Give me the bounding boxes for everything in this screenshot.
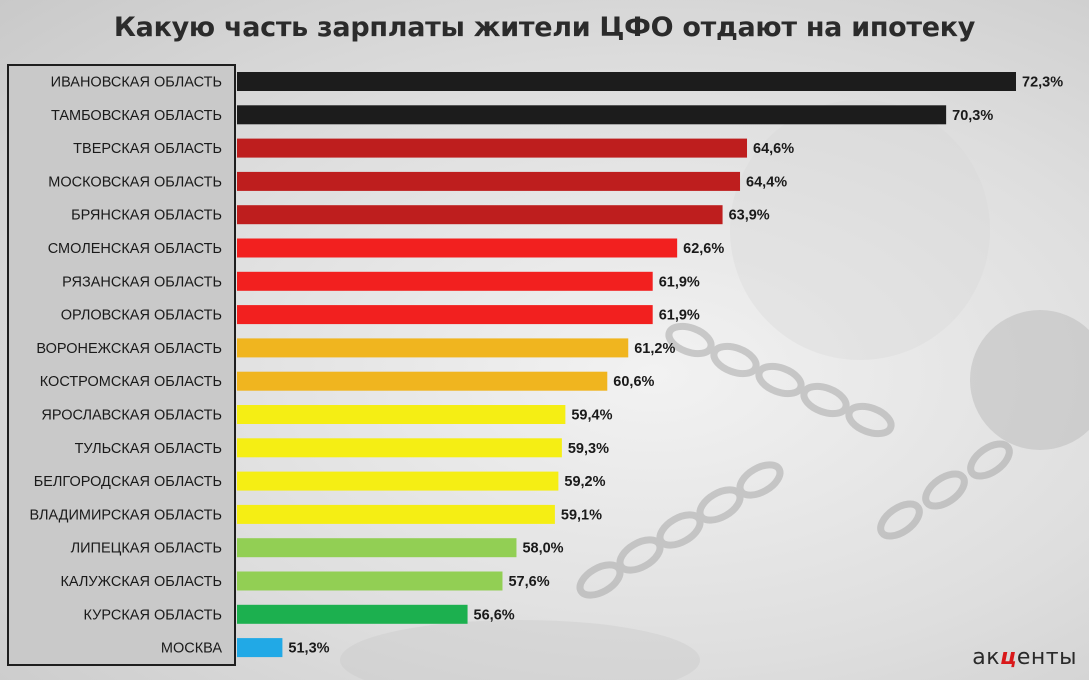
category-label: БЕЛГОРОДСКАЯ ОБЛАСТЬ — [34, 474, 222, 490]
chart-title: Какую часть зарплаты жители ЦФО отдают н… — [113, 12, 976, 43]
bar — [237, 171, 741, 191]
category-label: ОРЛОВСКАЯ ОБЛАСТЬ — [61, 308, 222, 324]
category-label: ВОРОНЕЖСКАЯ ОБЛАСТЬ — [36, 341, 222, 357]
category-label-panel — [7, 64, 236, 666]
value-label: 59,3% — [568, 441, 609, 457]
value-label: 51,3% — [288, 641, 329, 657]
bar — [237, 571, 503, 591]
value-label: 61,9% — [659, 274, 700, 290]
value-label: 62,6% — [683, 241, 724, 257]
value-label: 72,3% — [1022, 75, 1063, 91]
bar — [237, 305, 653, 325]
bar — [237, 72, 1016, 91]
bar — [237, 138, 748, 158]
category-label: КУРСКАЯ ОБЛАСТЬ — [84, 607, 222, 623]
category-label: ТАМБОВСКАЯ ОБЛАСТЬ — [51, 108, 222, 124]
bar — [237, 205, 723, 225]
bar — [237, 371, 608, 391]
bar — [237, 471, 559, 491]
category-label: БРЯНСКАЯ ОБЛАСТЬ — [71, 208, 222, 224]
value-label: 60,6% — [613, 374, 654, 390]
value-label: 56,6% — [474, 607, 515, 623]
category-label: ТВЕРСКАЯ ОБЛАСТЬ — [73, 141, 222, 157]
value-label: 63,9% — [729, 208, 770, 224]
bar — [237, 105, 947, 125]
logo-text-start: ак — [972, 645, 1001, 670]
category-label: РЯЗАНСКАЯ ОБЛАСТЬ — [62, 274, 222, 290]
bar — [237, 238, 678, 258]
value-label: 61,9% — [659, 308, 700, 324]
value-label: 70,3% — [952, 108, 993, 124]
bar — [237, 271, 653, 291]
category-label: СМОЛЕНСКАЯ ОБЛАСТЬ — [48, 241, 222, 257]
bar — [237, 338, 629, 358]
bar — [237, 638, 283, 658]
value-label: 58,0% — [522, 541, 563, 557]
category-label: МОСКОВСКАЯ ОБЛАСТЬ — [48, 174, 222, 190]
bar — [237, 438, 562, 458]
value-label: 64,4% — [746, 174, 787, 190]
bar — [237, 405, 566, 424]
value-label: 59,1% — [561, 507, 602, 523]
category-label: КОСТРОМСКАЯ ОБЛАСТЬ — [40, 374, 222, 390]
bar — [237, 504, 555, 524]
value-label: 59,4% — [571, 408, 612, 424]
value-label: 61,2% — [634, 341, 675, 357]
category-label: ВЛАДИМИРСКАЯ ОБЛАСТЬ — [29, 507, 222, 523]
category-label: ТУЛЬСКАЯ ОБЛАСТЬ — [75, 441, 222, 457]
category-label: ЛИПЕЦКАЯ ОБЛАСТЬ — [71, 541, 222, 557]
category-label: ИВАНОВСКАЯ ОБЛАСТЬ — [51, 75, 222, 91]
bar — [237, 604, 468, 624]
category-label: МОСКВА — [161, 641, 222, 657]
value-label: 64,6% — [753, 141, 794, 157]
category-label: КАЛУЖСКАЯ ОБЛАСТЬ — [60, 574, 222, 590]
bar — [237, 538, 517, 558]
logo-accent-letter: ц — [1000, 645, 1017, 670]
logo-text-end: енты — [1016, 645, 1077, 670]
brand-logo: акценты — [972, 645, 1077, 670]
category-label: ЯРОСЛАВСКАЯ ОБЛАСТЬ — [41, 408, 222, 424]
value-label: 57,6% — [508, 574, 549, 590]
value-label: 59,2% — [564, 474, 605, 490]
